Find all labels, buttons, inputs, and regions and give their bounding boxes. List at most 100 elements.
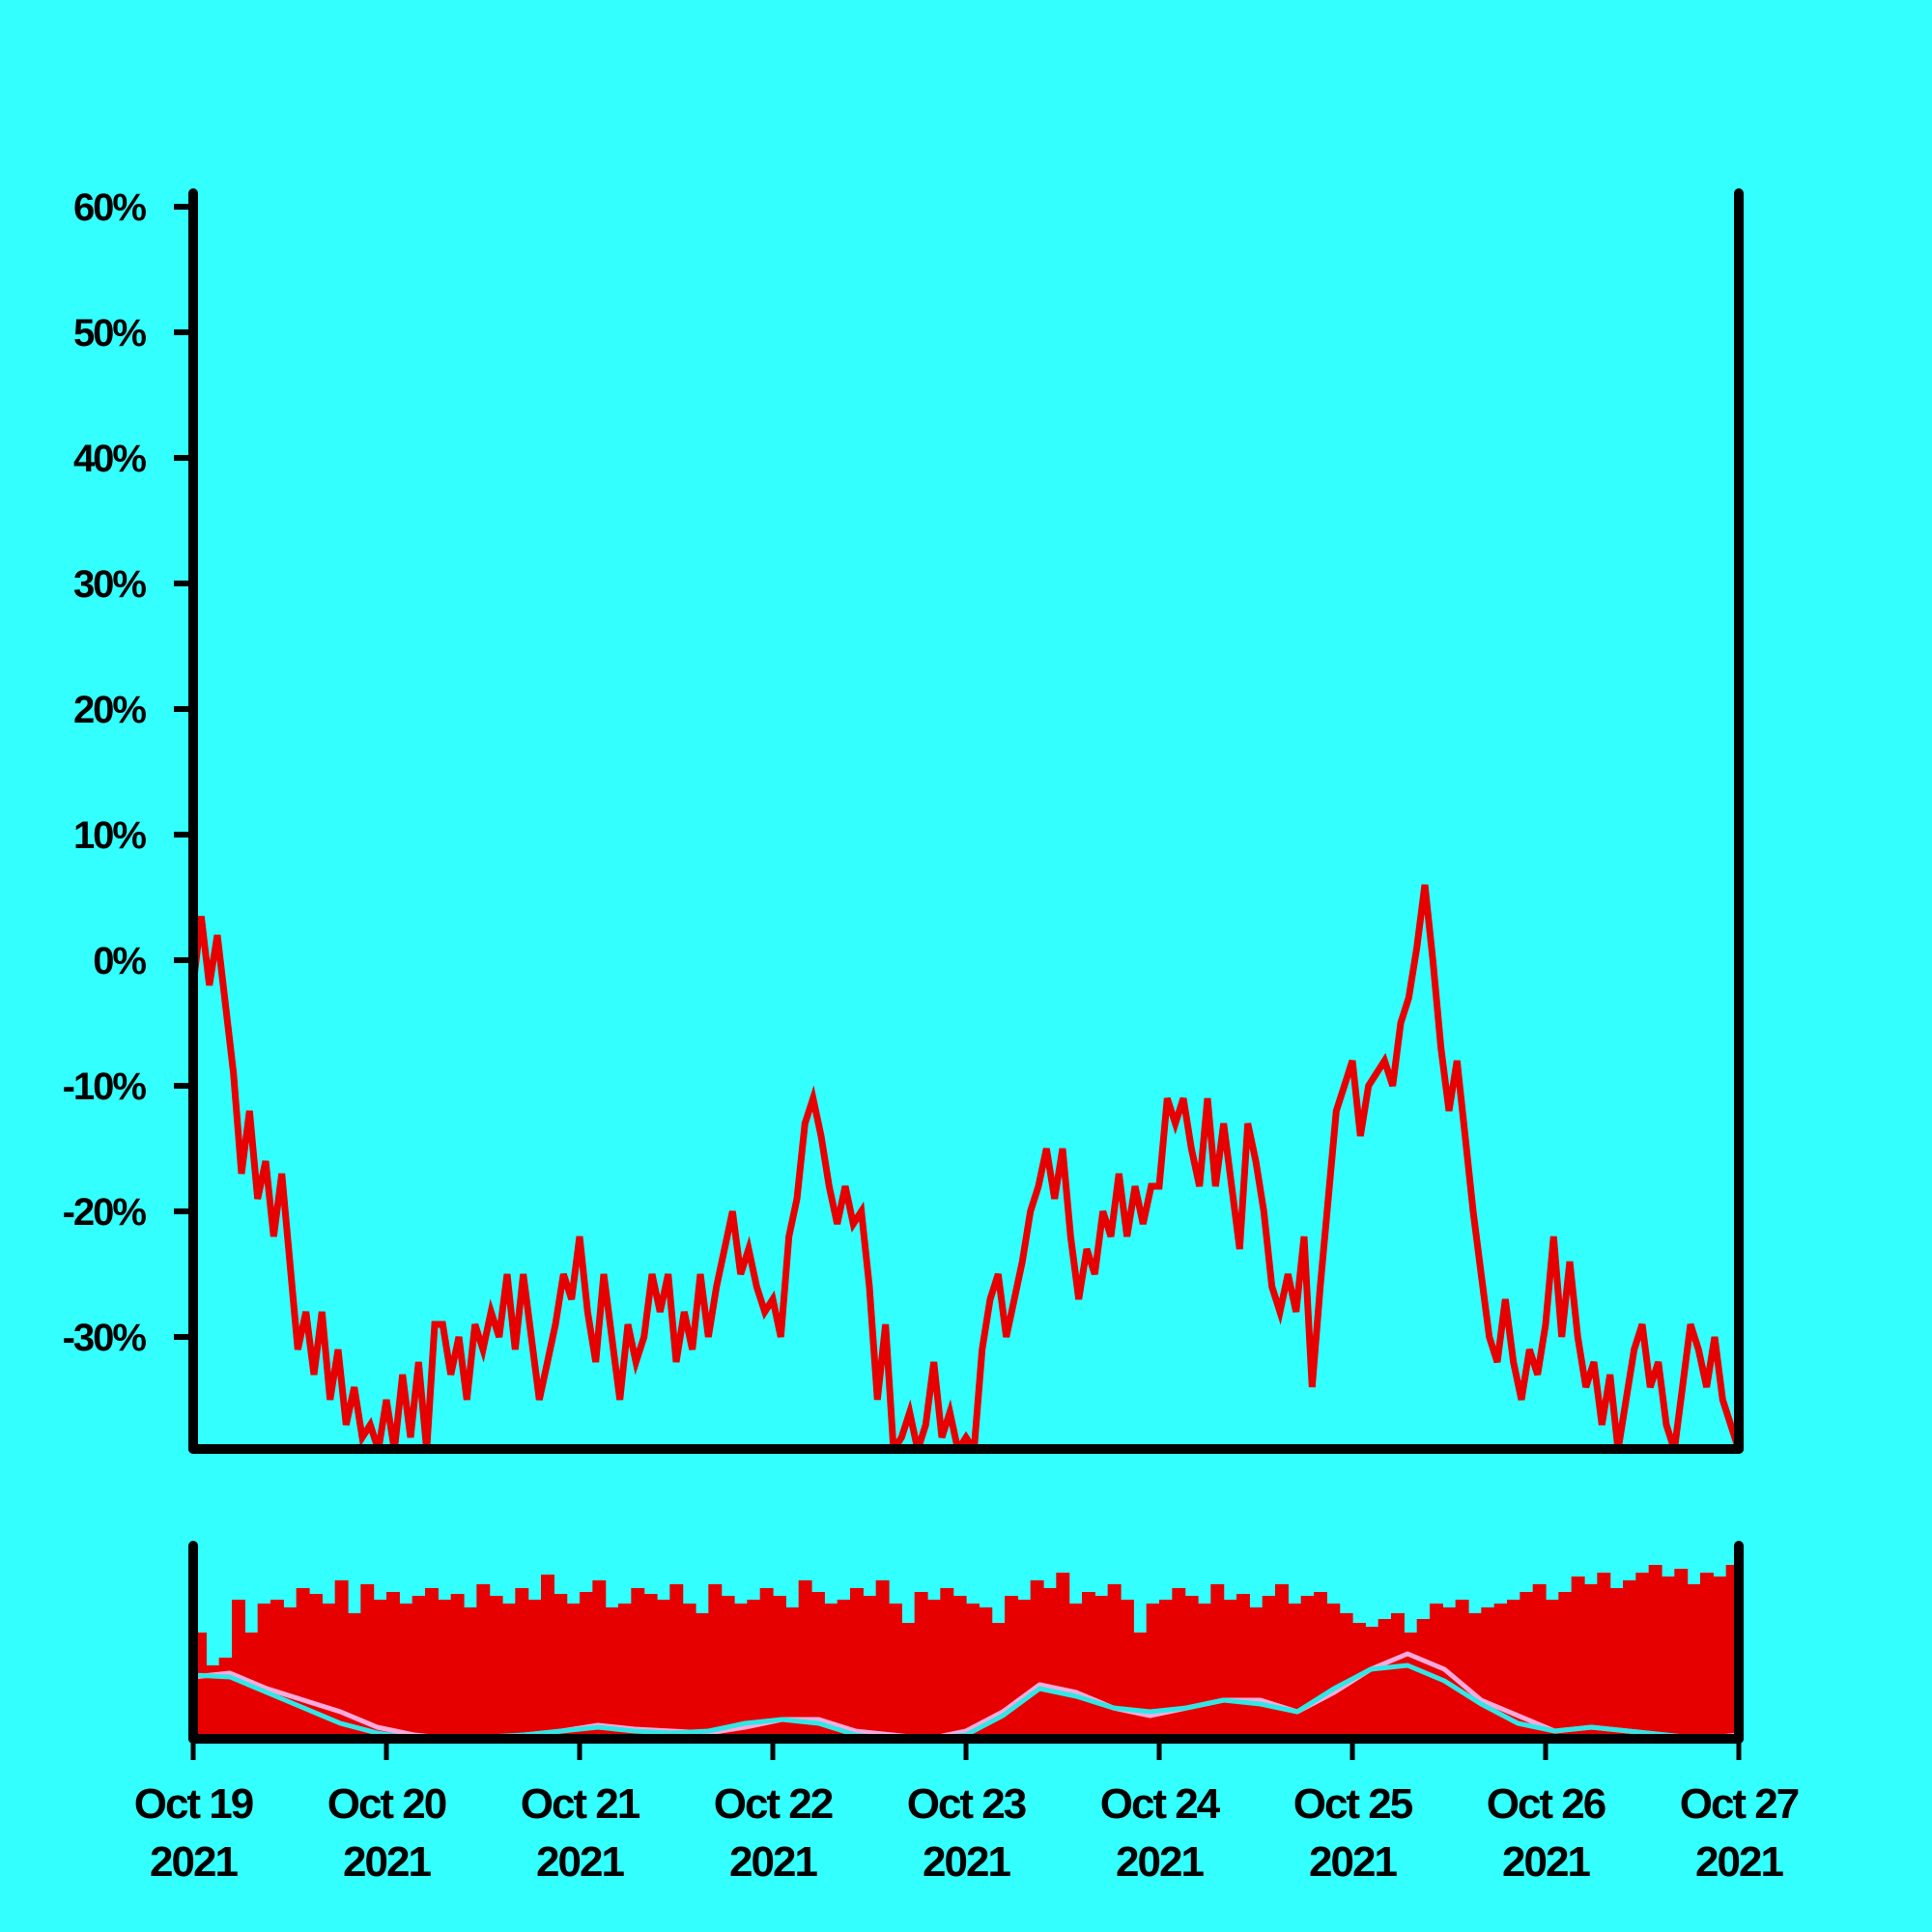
volume-bar bbox=[218, 1658, 233, 1739]
y-tick-label: 30% bbox=[73, 563, 146, 606]
y-axis-ticks: 60% 50% 40% 30% 20% 10% 0% -10% -20% -30% bbox=[63, 186, 193, 1359]
x-tick-label-year: 2021 bbox=[1309, 1838, 1397, 1886]
volume-bar bbox=[850, 1588, 864, 1739]
volume-bar bbox=[657, 1600, 670, 1739]
y-tick-label: -20% bbox=[63, 1191, 147, 1234]
y-tick-label: 20% bbox=[73, 689, 146, 731]
volume-bar bbox=[1558, 1592, 1573, 1739]
volume-bar bbox=[1648, 1565, 1662, 1739]
y-tick-label: 10% bbox=[73, 814, 146, 857]
volume-bar bbox=[425, 1588, 439, 1739]
volume-bar bbox=[296, 1588, 310, 1739]
volume-bar bbox=[502, 1604, 516, 1739]
volume-bar bbox=[1571, 1577, 1585, 1739]
x-tick-label-year: 2021 bbox=[343, 1838, 431, 1886]
volume-bar bbox=[1378, 1619, 1392, 1739]
x-tick-label-date: Oct 27 bbox=[1680, 1780, 1799, 1828]
x-tick-label-date: Oct 26 bbox=[1487, 1780, 1605, 1828]
volume-bar bbox=[1172, 1588, 1186, 1739]
volume-bar bbox=[1210, 1584, 1225, 1739]
volume-bar bbox=[1662, 1577, 1675, 1739]
volume-bar bbox=[1520, 1592, 1534, 1739]
volume-bar bbox=[901, 1623, 916, 1739]
volume-bar bbox=[592, 1580, 607, 1739]
volume-bar bbox=[759, 1588, 774, 1739]
volume-bar bbox=[1159, 1600, 1173, 1739]
volume-bar bbox=[631, 1588, 645, 1739]
x-tick-label-year: 2021 bbox=[536, 1838, 624, 1886]
volume-bar bbox=[1043, 1588, 1057, 1739]
volume-bar bbox=[412, 1596, 426, 1739]
volume-bar bbox=[1017, 1600, 1032, 1739]
volume-bars bbox=[193, 1565, 1740, 1739]
x-tick-label-date: Oct 19 bbox=[134, 1780, 253, 1828]
volume-panel: Oct 19 2021 Oct 20 2021 Oct 21 2021 Oct 22 2021… bbox=[134, 1541, 1801, 1886]
volume-bar bbox=[1507, 1600, 1520, 1739]
volume-bar bbox=[283, 1607, 298, 1739]
volume-bar bbox=[1133, 1633, 1148, 1739]
volume-bar bbox=[1404, 1633, 1418, 1739]
x-tick-label-year: 2021 bbox=[150, 1838, 238, 1886]
volume-bar bbox=[1352, 1623, 1366, 1739]
volume-bar bbox=[773, 1596, 786, 1739]
volume-bar bbox=[1249, 1607, 1264, 1739]
x-tick-label-date: Oct 23 bbox=[907, 1780, 1026, 1828]
volume-bar bbox=[1082, 1592, 1095, 1739]
volume-bar bbox=[566, 1604, 581, 1739]
price-panel: 60% 50% 40% 30% 20% 10% 0% -10% -20% -30% bbox=[63, 186, 1744, 1454]
volume-bar bbox=[1391, 1613, 1405, 1739]
volume-bar bbox=[682, 1604, 696, 1739]
volume-bar bbox=[889, 1604, 902, 1739]
volume-bar bbox=[1609, 1588, 1624, 1739]
y-tick-label: -10% bbox=[63, 1065, 147, 1108]
price-axes bbox=[188, 188, 1744, 1454]
volume-bar bbox=[1223, 1600, 1237, 1739]
volume-bar bbox=[1146, 1604, 1160, 1739]
volume-bar bbox=[1623, 1580, 1636, 1739]
volume-bar bbox=[708, 1584, 723, 1739]
volume-bar bbox=[1430, 1604, 1443, 1739]
volume-bar bbox=[1713, 1577, 1727, 1739]
volume-bar bbox=[527, 1600, 542, 1739]
volume-bar bbox=[580, 1592, 593, 1739]
volume-bar bbox=[1121, 1600, 1134, 1739]
y-tick-label: 40% bbox=[73, 438, 146, 480]
x-tick-label-date: Oct 21 bbox=[521, 1780, 640, 1828]
volume-bar bbox=[1546, 1600, 1559, 1739]
volume-bar bbox=[1107, 1584, 1122, 1739]
volume-bar bbox=[1584, 1584, 1598, 1739]
volume-bar bbox=[206, 1665, 220, 1739]
volume-bar bbox=[721, 1596, 735, 1739]
volume-bar bbox=[618, 1604, 632, 1739]
volume-bar bbox=[1635, 1573, 1650, 1739]
volume-bar bbox=[489, 1596, 503, 1739]
volume-bar bbox=[515, 1588, 529, 1739]
volume-bar bbox=[863, 1596, 877, 1739]
volume-bar bbox=[734, 1604, 748, 1739]
volume-bar bbox=[875, 1580, 890, 1739]
volume-bar bbox=[669, 1584, 684, 1739]
volume-bar bbox=[554, 1594, 568, 1739]
volume-bar bbox=[1674, 1569, 1689, 1739]
volume-bar bbox=[476, 1584, 491, 1739]
volume-bar bbox=[824, 1604, 838, 1739]
volume-bar bbox=[1288, 1604, 1302, 1739]
volume-bar bbox=[1597, 1573, 1611, 1739]
volume-bar bbox=[1339, 1613, 1353, 1739]
volume-bar bbox=[837, 1600, 851, 1739]
volume-bar bbox=[1094, 1596, 1109, 1739]
volume-bar bbox=[1056, 1573, 1070, 1739]
x-tick-label-date: Oct 24 bbox=[1100, 1780, 1221, 1828]
volume-bar bbox=[1481, 1607, 1495, 1739]
volume-bar bbox=[373, 1600, 387, 1739]
volume-bar bbox=[334, 1580, 349, 1739]
volume-bar bbox=[1700, 1573, 1714, 1739]
volume-bar bbox=[1416, 1619, 1431, 1739]
price-series-line bbox=[193, 884, 1739, 1449]
volume-bar bbox=[360, 1584, 375, 1739]
x-axis-ticks: Oct 19 2021 Oct 20 2021 Oct 21 2021 Oct 22 2021… bbox=[134, 1739, 1801, 1886]
volume-bar bbox=[1262, 1596, 1276, 1739]
x-tick-label-year: 2021 bbox=[1502, 1838, 1590, 1886]
volume-bar bbox=[643, 1594, 658, 1739]
